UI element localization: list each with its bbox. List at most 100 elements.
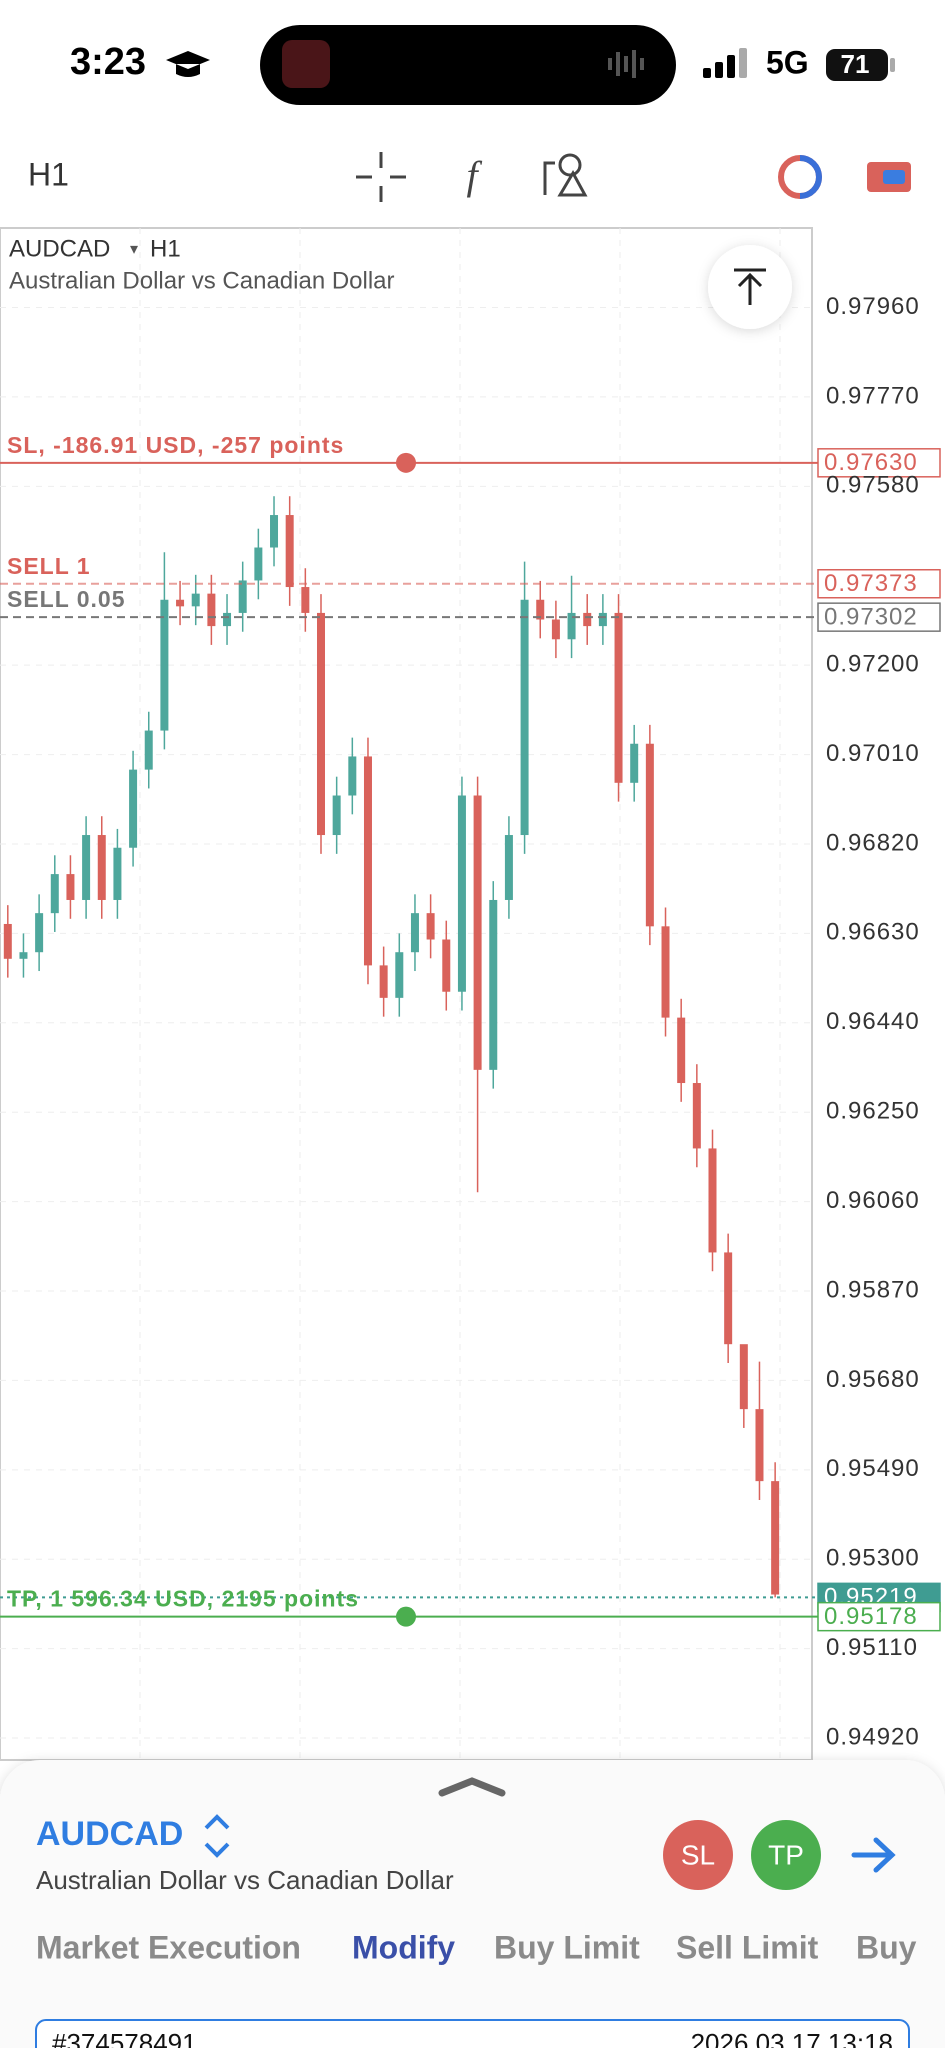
order-tab[interactable]: Market Execution: [36, 1929, 301, 1965]
indicators-icon[interactable]: f: [466, 153, 482, 198]
candle-body: [3, 923, 12, 959]
dynamic-island: [260, 25, 676, 105]
candle-body: [160, 599, 169, 731]
price-tag: [817, 448, 941, 478]
levels: 0.97630 SL, -186.91 USD, -257 points 0.973…: [0, 432, 941, 1632]
candle-body: [645, 743, 654, 927]
order-tab[interactable]: Modify: [352, 1929, 455, 1965]
level-label: TP, 1 596.34 USD, 2195 points: [7, 1586, 359, 1612]
objects-icon[interactable]: [543, 153, 588, 197]
candle-body: [442, 939, 451, 992]
candle-body: [50, 874, 59, 914]
grid: [0, 307, 812, 1739]
network: 5G: [766, 44, 809, 80]
island-art: [282, 40, 330, 88]
candle-body: [614, 612, 623, 783]
y-tick-label: 0.95680: [826, 1366, 920, 1393]
price-tag-label: 0.97630: [824, 449, 918, 476]
trade-icon[interactable]: [867, 162, 911, 192]
candle-body: [536, 599, 545, 620]
scroll-top-button[interactable]: [708, 245, 792, 329]
y-tick-label: 0.97580: [826, 472, 920, 499]
chart-timeframe: H1: [150, 235, 181, 262]
candle-body: [363, 756, 372, 966]
level-handle[interactable]: [396, 1606, 416, 1627]
candle-body: [317, 612, 325, 836]
order-panel: [0, 1760, 945, 2048]
candle-body: [223, 612, 232, 627]
chart-frame: [0, 227, 813, 1761]
order-tabs: Market Execution Modify Buy Limit Sell Limi…: [36, 1929, 917, 1965]
panel-handle[interactable]: [438, 1777, 506, 1797]
tp-button-bg[interactable]: [751, 1820, 821, 1890]
symbol-switch-icon[interactable]: [204, 1814, 230, 1858]
candle-body: [254, 547, 263, 581]
candle-body: [457, 795, 466, 992]
candle-body: [144, 730, 153, 770]
candle-body: [176, 599, 185, 607]
candle-body: [332, 795, 341, 836]
candle-body: [583, 612, 592, 627]
level-label: SELL 1: [7, 553, 91, 579]
y-tick-label: 0.95490: [826, 1455, 920, 1482]
candle-body: [520, 599, 529, 836]
candle-body: [285, 515, 294, 588]
candle-body: [692, 1083, 701, 1149]
candle-body: [739, 1344, 748, 1410]
chart-symbol[interactable]: AUDCAD: [9, 235, 110, 262]
candle-body: [207, 593, 216, 627]
candle-body: [724, 1252, 733, 1345]
candle-body: [113, 847, 122, 900]
sl-button[interactable]: SL: [681, 1839, 715, 1870]
level-handle[interactable]: [396, 452, 416, 473]
battery-level: 71: [841, 49, 870, 79]
candle-body: [97, 835, 106, 900]
one-click-icon[interactable]: [778, 155, 822, 199]
candle-body: [395, 952, 404, 998]
candle-body: [348, 756, 357, 796]
tp-button[interactable]: TP: [768, 1839, 804, 1870]
ticket-field[interactable]: [35, 2019, 910, 2048]
candle-body: [630, 743, 639, 783]
order-tab[interactable]: Sell Limit: [676, 1929, 819, 1965]
candle-body: [301, 587, 310, 613]
chart-description: Australian Dollar vs Canadian Dollar: [9, 267, 395, 294]
candle-body: [473, 795, 482, 1070]
ticket-time: 2026.03.17 13:18: [691, 2028, 893, 2048]
y-tick-label: 0.97770: [826, 382, 920, 409]
signal-icon: [703, 48, 747, 78]
y-tick-label: 0.95870: [826, 1276, 920, 1303]
candle-body: [755, 1409, 764, 1482]
status-time: 3:23: [70, 41, 146, 83]
order-tab[interactable]: Buy Limit: [494, 1929, 640, 1965]
order-description: Australian Dollar vs Canadian Dollar: [36, 1865, 454, 1895]
order-tab[interactable]: Buy: [856, 1929, 917, 1965]
battery: [826, 49, 888, 81]
crosshair-icon[interactable]: [356, 152, 406, 202]
candle-body: [489, 899, 498, 1070]
candle-body: [771, 1481, 780, 1595]
next-arrow[interactable]: [851, 1837, 896, 1873]
level-label: SL, -186.91 USD, -257 points: [7, 432, 344, 458]
candle-body: [129, 769, 138, 848]
candle-body: [677, 1017, 686, 1084]
y-tick-label: 0.97200: [826, 651, 920, 678]
candle-body: [35, 913, 44, 953]
price-tag-label: 0.97373: [824, 570, 918, 597]
candle-body: [410, 913, 419, 953]
candle-body: [82, 835, 91, 900]
y-tick-label: 0.96820: [826, 829, 920, 856]
price-tag-label: 0.97302: [824, 604, 918, 631]
y-tick-label: 0.95300: [826, 1545, 920, 1572]
price-tag: [817, 569, 941, 599]
order-symbol[interactable]: AUDCAD: [36, 1815, 183, 1853]
island-wave: [608, 50, 644, 78]
timeframe-button[interactable]: H1: [28, 156, 69, 192]
candle-body: [66, 874, 75, 900]
candle-body: [551, 619, 560, 640]
candle-body: [238, 580, 247, 613]
candle-body: [504, 835, 513, 900]
sl-button-bg[interactable]: [663, 1820, 733, 1890]
